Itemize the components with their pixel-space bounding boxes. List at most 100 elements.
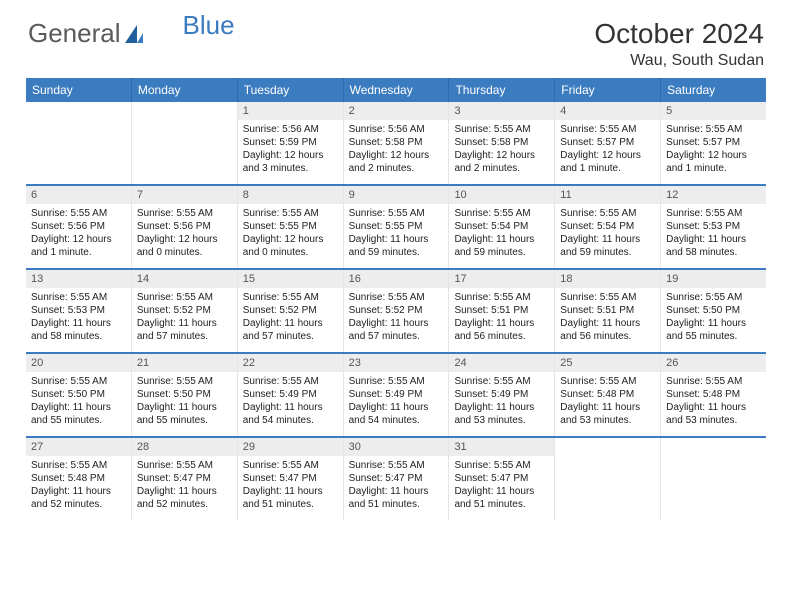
day-number: 19 (661, 270, 766, 288)
day-number: 30 (344, 438, 449, 456)
day-cell: 6Sunrise: 5:55 AMSunset: 5:56 PMDaylight… (26, 186, 132, 268)
sunset-line: Sunset: 5:47 PM (349, 472, 444, 485)
day-body: Sunrise: 5:55 AMSunset: 5:47 PMDaylight:… (449, 456, 554, 516)
sunrise-line: Sunrise: 5:55 AM (454, 375, 549, 388)
sunset-line: Sunset: 5:47 PM (454, 472, 549, 485)
day-body: Sunrise: 5:56 AMSunset: 5:59 PMDaylight:… (238, 120, 343, 180)
day-body: Sunrise: 5:55 AMSunset: 5:56 PMDaylight:… (132, 204, 237, 264)
daylight-line: Daylight: 12 hours and 2 minutes. (349, 149, 444, 175)
sunrise-line: Sunrise: 5:55 AM (31, 375, 126, 388)
sunset-line: Sunset: 5:57 PM (666, 136, 761, 149)
day-body: Sunrise: 5:55 AMSunset: 5:51 PMDaylight:… (449, 288, 554, 348)
sunset-line: Sunset: 5:56 PM (137, 220, 232, 233)
sunrise-line: Sunrise: 5:55 AM (560, 123, 655, 136)
sunset-line: Sunset: 5:47 PM (243, 472, 338, 485)
day-cell: 17Sunrise: 5:55 AMSunset: 5:51 PMDayligh… (449, 270, 555, 352)
day-cell: 4Sunrise: 5:55 AMSunset: 5:57 PMDaylight… (555, 102, 661, 184)
sunrise-line: Sunrise: 5:55 AM (137, 375, 232, 388)
daylight-line: Daylight: 12 hours and 1 minute. (666, 149, 761, 175)
sunrise-line: Sunrise: 5:55 AM (454, 459, 549, 472)
sunrise-line: Sunrise: 5:55 AM (243, 291, 338, 304)
day-number: 12 (661, 186, 766, 204)
sunrise-line: Sunrise: 5:55 AM (31, 207, 126, 220)
dow-cell: Thursday (449, 78, 555, 102)
day-body: Sunrise: 5:55 AMSunset: 5:50 PMDaylight:… (661, 288, 766, 348)
day-number: 24 (449, 354, 554, 372)
daylight-line: Daylight: 12 hours and 1 minute. (560, 149, 655, 175)
week-row: 1Sunrise: 5:56 AMSunset: 5:59 PMDaylight… (26, 102, 766, 184)
day-number: 13 (26, 270, 131, 288)
day-cell: 10Sunrise: 5:55 AMSunset: 5:54 PMDayligh… (449, 186, 555, 268)
daylight-line: Daylight: 11 hours and 57 minutes. (243, 317, 338, 343)
day-body: Sunrise: 5:55 AMSunset: 5:50 PMDaylight:… (132, 372, 237, 432)
day-body: Sunrise: 5:55 AMSunset: 5:55 PMDaylight:… (344, 204, 449, 264)
day-body: Sunrise: 5:55 AMSunset: 5:49 PMDaylight:… (344, 372, 449, 432)
daylight-line: Daylight: 11 hours and 57 minutes. (349, 317, 444, 343)
sunset-line: Sunset: 5:54 PM (560, 220, 655, 233)
day-cell: 24Sunrise: 5:55 AMSunset: 5:49 PMDayligh… (449, 354, 555, 436)
day-number: 9 (344, 186, 449, 204)
day-number: 18 (555, 270, 660, 288)
day-body: Sunrise: 5:55 AMSunset: 5:54 PMDaylight:… (449, 204, 554, 264)
daylight-line: Daylight: 11 hours and 56 minutes. (454, 317, 549, 343)
sunset-line: Sunset: 5:49 PM (243, 388, 338, 401)
daylight-line: Daylight: 11 hours and 59 minutes. (454, 233, 549, 259)
sunrise-line: Sunrise: 5:55 AM (560, 375, 655, 388)
sunset-line: Sunset: 5:57 PM (560, 136, 655, 149)
day-body: Sunrise: 5:55 AMSunset: 5:52 PMDaylight:… (344, 288, 449, 348)
day-body: Sunrise: 5:55 AMSunset: 5:47 PMDaylight:… (344, 456, 449, 516)
sunrise-line: Sunrise: 5:55 AM (243, 459, 338, 472)
sunset-line: Sunset: 5:56 PM (31, 220, 126, 233)
day-number: 28 (132, 438, 237, 456)
logo-text-general: General (28, 18, 121, 49)
daylight-line: Daylight: 11 hours and 53 minutes. (666, 401, 761, 427)
sunrise-line: Sunrise: 5:55 AM (137, 459, 232, 472)
sunset-line: Sunset: 5:52 PM (349, 304, 444, 317)
sunset-line: Sunset: 5:53 PM (31, 304, 126, 317)
sunset-line: Sunset: 5:53 PM (666, 220, 761, 233)
sunset-line: Sunset: 5:50 PM (666, 304, 761, 317)
day-body: Sunrise: 5:55 AMSunset: 5:50 PMDaylight:… (26, 372, 131, 432)
sunset-line: Sunset: 5:52 PM (137, 304, 232, 317)
daylight-line: Daylight: 12 hours and 0 minutes. (243, 233, 338, 259)
daylight-line: Daylight: 11 hours and 54 minutes. (349, 401, 444, 427)
day-number: 7 (132, 186, 237, 204)
sunset-line: Sunset: 5:48 PM (560, 388, 655, 401)
daylight-line: Daylight: 11 hours and 55 minutes. (137, 401, 232, 427)
day-body: Sunrise: 5:55 AMSunset: 5:48 PMDaylight:… (661, 372, 766, 432)
month-title: October 2024 (594, 18, 764, 50)
day-cell: 22Sunrise: 5:55 AMSunset: 5:49 PMDayligh… (238, 354, 344, 436)
day-body: Sunrise: 5:55 AMSunset: 5:48 PMDaylight:… (26, 456, 131, 516)
day-cell: 2Sunrise: 5:56 AMSunset: 5:58 PMDaylight… (344, 102, 450, 184)
dow-cell: Tuesday (238, 78, 344, 102)
day-body: Sunrise: 5:55 AMSunset: 5:51 PMDaylight:… (555, 288, 660, 348)
day-number: 10 (449, 186, 554, 204)
day-number: 6 (26, 186, 131, 204)
dow-cell: Friday (555, 78, 661, 102)
day-cell: 31Sunrise: 5:55 AMSunset: 5:47 PMDayligh… (449, 438, 555, 520)
daylight-line: Daylight: 12 hours and 2 minutes. (454, 149, 549, 175)
sunrise-line: Sunrise: 5:55 AM (349, 375, 444, 388)
sunrise-line: Sunrise: 5:55 AM (560, 291, 655, 304)
day-cell: 8Sunrise: 5:55 AMSunset: 5:55 PMDaylight… (238, 186, 344, 268)
day-cell (555, 438, 661, 520)
day-number: 20 (26, 354, 131, 372)
logo: General Blue (28, 18, 235, 49)
daylight-line: Daylight: 11 hours and 51 minutes. (243, 485, 338, 511)
sunset-line: Sunset: 5:47 PM (137, 472, 232, 485)
sunset-line: Sunset: 5:50 PM (31, 388, 126, 401)
sunrise-line: Sunrise: 5:55 AM (666, 291, 761, 304)
calendar: SundayMondayTuesdayWednesdayThursdayFrid… (0, 78, 792, 520)
day-body: Sunrise: 5:55 AMSunset: 5:49 PMDaylight:… (449, 372, 554, 432)
sunrise-line: Sunrise: 5:55 AM (243, 207, 338, 220)
day-cell: 16Sunrise: 5:55 AMSunset: 5:52 PMDayligh… (344, 270, 450, 352)
day-cell: 13Sunrise: 5:55 AMSunset: 5:53 PMDayligh… (26, 270, 132, 352)
dow-header-row: SundayMondayTuesdayWednesdayThursdayFrid… (26, 78, 766, 102)
sunrise-line: Sunrise: 5:55 AM (666, 123, 761, 136)
sunrise-line: Sunrise: 5:55 AM (560, 207, 655, 220)
day-number: 3 (449, 102, 554, 120)
day-cell: 5Sunrise: 5:55 AMSunset: 5:57 PMDaylight… (661, 102, 766, 184)
daylight-line: Daylight: 12 hours and 0 minutes. (137, 233, 232, 259)
sunrise-line: Sunrise: 5:56 AM (243, 123, 338, 136)
day-body: Sunrise: 5:55 AMSunset: 5:53 PMDaylight:… (26, 288, 131, 348)
